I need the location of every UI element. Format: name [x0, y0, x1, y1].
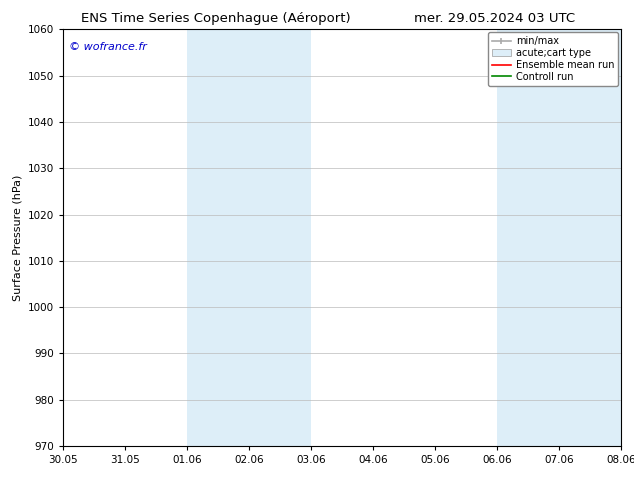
- Text: ENS Time Series Copenhague (Aéroport): ENS Time Series Copenhague (Aéroport): [81, 12, 351, 25]
- Text: © wofrance.fr: © wofrance.fr: [69, 42, 147, 52]
- Bar: [188, 29, 311, 446]
- Legend: min/max, acute;cart type, Ensemble mean run, Controll run: min/max, acute;cart type, Ensemble mean …: [488, 32, 618, 86]
- Text: mer. 29.05.2024 03 UTC: mer. 29.05.2024 03 UTC: [414, 12, 575, 25]
- Y-axis label: Surface Pressure (hPa): Surface Pressure (hPa): [13, 174, 23, 301]
- Bar: [497, 29, 621, 446]
